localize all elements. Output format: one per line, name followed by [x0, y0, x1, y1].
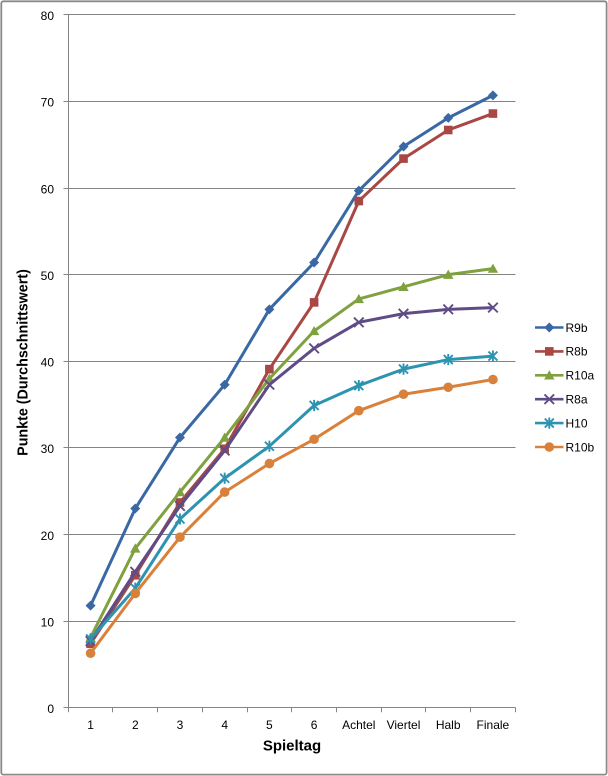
svg-text:R9b: R9b	[566, 321, 588, 335]
svg-text:6: 6	[311, 718, 318, 732]
svg-text:1: 1	[87, 718, 94, 732]
svg-text:Viertel: Viertel	[387, 718, 421, 732]
svg-text:3: 3	[177, 718, 184, 732]
svg-text:2: 2	[132, 718, 139, 732]
svg-text:60: 60	[41, 182, 55, 196]
svg-text:10: 10	[41, 616, 55, 630]
svg-text:80: 80	[41, 9, 55, 23]
svg-text:H10: H10	[566, 416, 588, 430]
svg-text:Finale: Finale	[477, 718, 510, 732]
svg-text:30: 30	[41, 442, 55, 456]
svg-text:50: 50	[41, 269, 55, 283]
svg-text:5: 5	[266, 718, 273, 732]
svg-text:R10a: R10a	[566, 369, 595, 383]
svg-text:70: 70	[41, 96, 55, 110]
svg-text:Spieltag: Spieltag	[263, 738, 321, 755]
svg-text:R8b: R8b	[566, 345, 588, 359]
svg-text:0: 0	[47, 702, 54, 716]
svg-text:Punkte (Durchschnittswert): Punkte (Durchschnittswert)	[16, 269, 32, 456]
svg-text:R10b: R10b	[566, 440, 595, 454]
svg-text:40: 40	[41, 356, 55, 370]
svg-text:4: 4	[221, 718, 228, 732]
svg-text:R8a: R8a	[566, 393, 588, 407]
svg-text:20: 20	[41, 529, 55, 543]
svg-text:Achtel: Achtel	[342, 718, 375, 732]
svg-text:Halb: Halb	[436, 718, 461, 732]
